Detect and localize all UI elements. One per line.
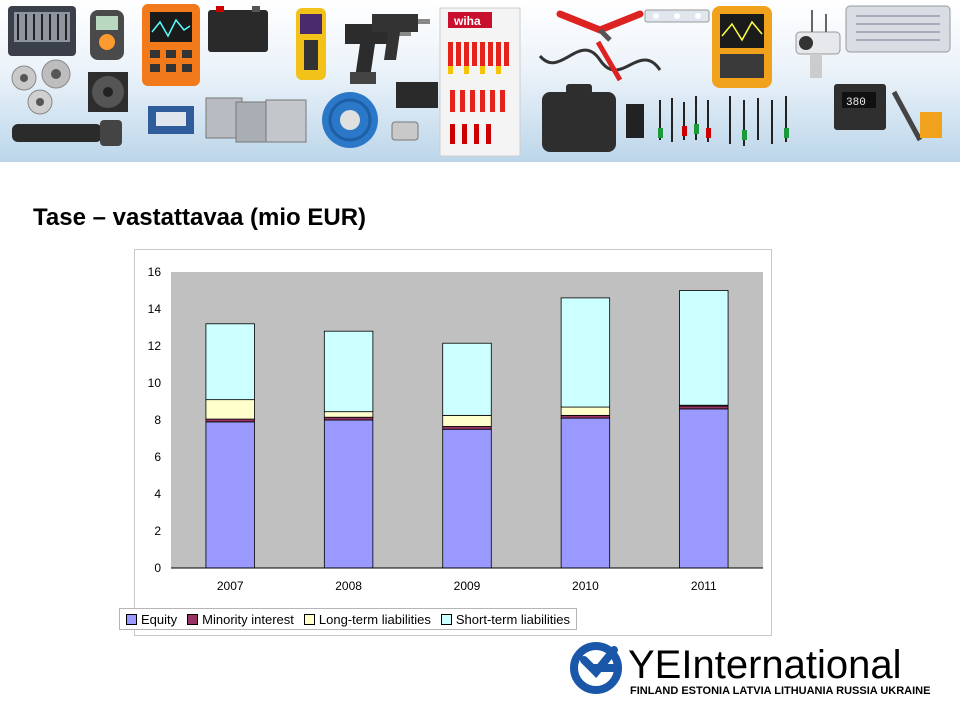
logo-countries: FINLAND ESTONIA LATVIA LITHUANIA RUSSIA … — [630, 685, 930, 697]
chart-container: 0 2 4 6 8 10 12 14 16 2007 2008 2009 2010 2011 — [134, 249, 772, 636]
svg-text:wiha: wiha — [453, 14, 481, 28]
bar-segment-equity-2007 — [205, 421, 255, 569]
bar-segment-equity-2011 — [679, 408, 729, 569]
bar-segment-equity-2010 — [560, 417, 611, 569]
legend-item: Equity — [126, 612, 177, 627]
x-tick-label: 2009 — [454, 579, 481, 593]
bar-segment-equity-2009 — [442, 428, 492, 569]
y-tick-label: 6 — [154, 450, 161, 464]
legend-swatch — [303, 613, 315, 625]
bar-segment-long-term-liabilities-2007 — [205, 399, 255, 420]
y-axis-ticks: 0 2 4 6 8 10 12 14 16 — [148, 265, 162, 575]
tool-case-icon — [542, 84, 616, 152]
x-tick-label: 2008 — [335, 579, 362, 593]
bar-segment-short-term-liabilities-2010 — [560, 297, 611, 408]
test-meter-icon — [90, 10, 124, 60]
screwdriver-display-icon: wiha — [439, 7, 521, 157]
legend-swatch — [187, 613, 199, 625]
logo-wordmark: YEInternational — [628, 643, 902, 687]
legend-label: Minority interest — [202, 611, 294, 627]
legend-item: Short-term liabilities — [440, 611, 571, 627]
legend-item: Long-term liabilities — [303, 611, 431, 627]
power-supply-icon — [845, 5, 951, 53]
legend-label: Equity — [141, 611, 178, 627]
legend-label: Short-term liabilities — [455, 611, 571, 627]
connector-icon — [391, 82, 438, 141]
product-photo-collage: wiha — [8, 4, 951, 157]
heatsink-icon — [148, 106, 194, 134]
bar-segment-equity-2008 — [323, 419, 374, 569]
y-tick-label: 10 — [148, 376, 162, 390]
battery-icon — [208, 6, 268, 52]
cable-icon — [538, 40, 662, 82]
bar-segment-short-term-liabilities-2011 — [679, 290, 729, 406]
legend-item: Minority interest — [187, 612, 294, 627]
cooling-fan-icon — [88, 72, 128, 112]
company-logo: YEInternational FINLAND ESTONIA LATVIA L… — [570, 642, 930, 697]
soldering-station-icon: 380 — [834, 84, 942, 142]
led-module-icon — [644, 9, 710, 23]
bar-segment-minority-interest-2010 — [560, 414, 611, 419]
bar-segment-short-term-liabilities-2008 — [323, 330, 374, 413]
cable-reel-icon — [322, 92, 378, 148]
svg-text:380: 380 — [846, 97, 866, 109]
solder-wire-icon — [11, 59, 71, 115]
x-axis-ticks: 2007 2008 2009 2010 2011 — [217, 579, 717, 593]
screwdriver-set-icon — [8, 6, 76, 56]
bar-segment-short-term-liabilities-2009 — [442, 342, 492, 416]
x-tick-label: 2010 — [572, 579, 599, 593]
scope-meter-icon — [712, 6, 772, 88]
x-tick-label: 2011 — [691, 579, 717, 593]
legend-swatch — [126, 613, 137, 625]
pliers-icon — [556, 10, 644, 42]
bar-segment-minority-interest-2008 — [323, 416, 374, 421]
stacked-bar-chart: 0 2 4 6 8 10 12 14 16 2007 2008 2009 2010 2011 — [148, 265, 763, 593]
bars-group — [205, 290, 729, 569]
bar-segment-minority-interest-2009 — [442, 426, 492, 430]
bar-segment-long-term-liabilities-2010 — [560, 406, 611, 416]
y-tick-label: 14 — [148, 302, 162, 316]
bar-segment-short-term-liabilities-2007 — [205, 323, 255, 401]
bar-segment-long-term-liabilities-2008 — [323, 411, 374, 418]
legend-swatch — [440, 613, 452, 625]
legend-label: Long-term liabilities — [318, 611, 431, 627]
cordless-drill-icon — [345, 24, 411, 84]
y-tick-label: 12 — [148, 339, 162, 353]
y-tick-label: 2 — [154, 524, 161, 538]
product-banner: wiha — [0, 0, 960, 162]
bar-segment-minority-interest-2011 — [679, 405, 729, 410]
chart-legend: Equity Minority interest Long-term liabili… — [119, 608, 578, 630]
x-tick-label: 2007 — [217, 579, 244, 593]
page-title: Tase – vastattavaa (mio EUR) — [33, 204, 367, 231]
flashlight-icon — [12, 120, 122, 146]
oscilloscope-icon — [142, 4, 200, 86]
bar-segment-long-term-liabilities-2009 — [442, 414, 492, 427]
bar-segment-minority-interest-2007 — [205, 418, 255, 423]
y-tick-label: 4 — [154, 487, 161, 501]
ip-camera-icon — [795, 10, 841, 78]
ye-emblem-icon — [570, 642, 622, 694]
power-supplies-icon — [205, 97, 307, 143]
thermal-camera-icon — [296, 8, 326, 80]
test-leads-icon — [626, 96, 789, 146]
y-tick-label: 16 — [148, 265, 162, 279]
y-tick-label: 8 — [154, 413, 161, 427]
cordless-drill-icon — [372, 14, 430, 60]
y-tick-label: 0 — [154, 561, 161, 575]
